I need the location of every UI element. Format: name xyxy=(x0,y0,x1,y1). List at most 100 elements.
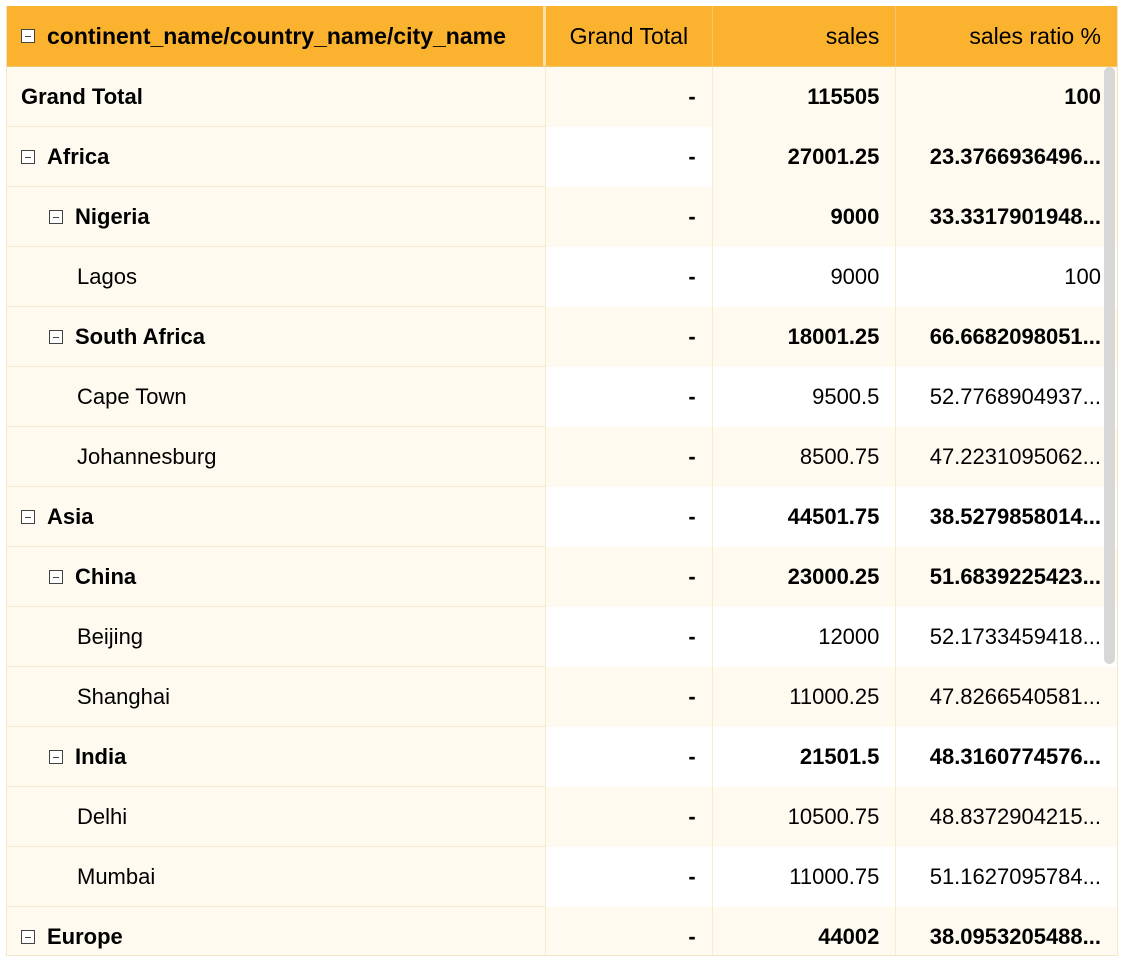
table-row: Lagos - 9000 100 xyxy=(7,247,1117,307)
sales-ratio-cell: 52.1733459418... xyxy=(896,607,1117,667)
row-label: Africa xyxy=(47,144,110,169)
header-dimension-column[interactable]: continent_name/country_name/city_name xyxy=(7,6,546,66)
grand-total-value: - xyxy=(688,324,696,349)
grand-total-cell: - xyxy=(546,547,713,607)
sales-value: 8500.75 xyxy=(799,444,880,469)
sales-ratio-cell: 66.6682098051... xyxy=(896,307,1117,367)
grand-total-cell: - xyxy=(546,307,713,367)
header-grand-total-label: Grand Total xyxy=(569,22,689,49)
sales-ratio-value: 51.1627095784... xyxy=(929,864,1101,889)
table-row: Europe - 44002 38.0953205488... xyxy=(7,907,1117,955)
grand-total-cell: - xyxy=(546,607,713,667)
header-sales-label: sales xyxy=(825,22,880,49)
table-row: Beijing - 12000 52.1733459418... xyxy=(7,607,1117,667)
table-header: continent_name/country_name/city_name Gr… xyxy=(7,6,1117,67)
sales-cell: 21501.5 xyxy=(712,727,897,787)
grand-total-value: - xyxy=(688,684,696,709)
row-label-cell: Shanghai xyxy=(7,667,547,727)
row-label: Lagos xyxy=(77,264,137,289)
sales-cell: 44501.75 xyxy=(712,487,897,547)
row-label-cell: Cape Town xyxy=(7,367,547,427)
table-row: Grand Total - 115505 100 xyxy=(7,67,1117,127)
collapse-icon[interactable] xyxy=(49,330,63,344)
row-label-cell: Africa xyxy=(7,127,546,187)
header-grand-total-column[interactable]: Grand Total xyxy=(546,6,713,66)
table-row: China - 23000.25 51.6839225423... xyxy=(7,547,1117,607)
row-label-cell: Nigeria xyxy=(7,187,546,247)
table-row: Africa - 27001.25 23.3766936496... xyxy=(7,127,1117,187)
sales-value: 9500.5 xyxy=(812,384,880,409)
sales-ratio-cell: 48.3160774576... xyxy=(896,727,1117,787)
row-label-cell: Lagos xyxy=(7,247,547,307)
sales-ratio-cell: 38.5279858014... xyxy=(896,487,1117,547)
row-label: Delhi xyxy=(77,804,128,829)
sales-cell: 10500.75 xyxy=(712,787,897,847)
sales-ratio-cell: 100 xyxy=(896,67,1117,127)
sales-ratio-cell: 52.7768904937... xyxy=(896,367,1117,427)
sales-ratio-cell: 23.3766936496... xyxy=(896,127,1117,187)
grand-total-cell: - xyxy=(545,67,713,127)
row-label: Mumbai xyxy=(77,864,156,889)
grand-total-value: - xyxy=(688,864,696,889)
sales-ratio-value: 51.6839225423... xyxy=(929,564,1102,589)
table-row: Mumbai - 11000.75 51.1627095784... xyxy=(7,847,1117,907)
collapse-icon[interactable] xyxy=(21,510,35,524)
grand-total-cell: - xyxy=(546,847,713,907)
collapse-icon[interactable] xyxy=(21,29,35,43)
sales-value: 10500.75 xyxy=(787,804,880,829)
header-sales-ratio-label: sales ratio % xyxy=(969,22,1101,49)
sales-cell: 27001.25 xyxy=(712,127,897,187)
sales-value: 11000.25 xyxy=(789,684,880,709)
sales-value: 12000 xyxy=(818,624,880,649)
collapse-icon[interactable] xyxy=(21,150,35,164)
sales-ratio-cell: 47.2231095062... xyxy=(896,427,1117,487)
collapse-icon[interactable] xyxy=(49,210,63,224)
collapse-icon[interactable] xyxy=(49,570,63,584)
sales-ratio-value: 47.2231095062... xyxy=(929,444,1101,469)
grand-total-value: - xyxy=(688,744,696,769)
table-row: Cape Town - 9500.5 52.7768904937... xyxy=(7,367,1117,427)
header-dimension-label: continent_name/country_name/city_name xyxy=(47,22,506,49)
sales-ratio-value: 38.5279858014... xyxy=(929,504,1101,529)
row-label: Cape Town xyxy=(77,384,187,409)
grand-total-cell: - xyxy=(546,787,713,847)
row-label: Johannesburg xyxy=(77,444,217,469)
vertical-scrollbar-thumb[interactable] xyxy=(1104,67,1115,664)
sales-ratio-value: 66.6682098051... xyxy=(929,324,1102,349)
sales-ratio-value: 48.8372904215... xyxy=(929,804,1101,829)
sales-ratio-value: 52.7768904937... xyxy=(929,384,1101,409)
sales-ratio-value: 48.3160774576... xyxy=(929,744,1102,769)
row-label-cell: Johannesburg xyxy=(7,427,547,487)
table-row: Johannesburg - 8500.75 47.2231095062... xyxy=(7,427,1117,487)
sales-ratio-cell: 100 xyxy=(896,247,1117,307)
header-sales-column[interactable]: sales xyxy=(713,6,897,66)
grand-total-value: - xyxy=(688,84,696,109)
sales-cell: 9000 xyxy=(712,187,897,247)
row-label: Grand Total xyxy=(21,84,143,109)
sales-ratio-value: 33.3317901948... xyxy=(929,204,1102,229)
grand-total-value: - xyxy=(688,204,696,229)
sales-value: 115505 xyxy=(807,84,880,109)
row-label: Nigeria xyxy=(75,204,150,229)
pivot-table: continent_name/country_name/city_name Gr… xyxy=(6,6,1118,956)
sales-ratio-value: 52.1733459418... xyxy=(929,624,1101,649)
grand-total-cell: - xyxy=(545,487,713,547)
sales-value: 21501.5 xyxy=(799,744,880,769)
collapse-icon[interactable] xyxy=(21,930,35,944)
row-label-cell: South Africa xyxy=(7,307,546,367)
collapse-icon[interactable] xyxy=(49,750,63,764)
grand-total-cell: - xyxy=(546,247,713,307)
row-label-cell: Europe xyxy=(7,907,546,955)
grand-total-value: - xyxy=(688,624,696,649)
grand-total-cell: - xyxy=(546,367,713,427)
header-sales-ratio-column[interactable]: sales ratio % xyxy=(896,6,1117,66)
sales-cell: 18001.25 xyxy=(712,307,897,367)
sales-cell: 44002 xyxy=(712,907,897,955)
grand-total-value: - xyxy=(688,924,696,949)
grand-total-cell: - xyxy=(546,187,713,247)
row-label-cell: Grand Total xyxy=(7,67,546,127)
row-label: Asia xyxy=(47,504,94,529)
grand-total-cell: - xyxy=(546,727,713,787)
row-label: South Africa xyxy=(75,324,205,349)
row-label: China xyxy=(75,564,137,589)
